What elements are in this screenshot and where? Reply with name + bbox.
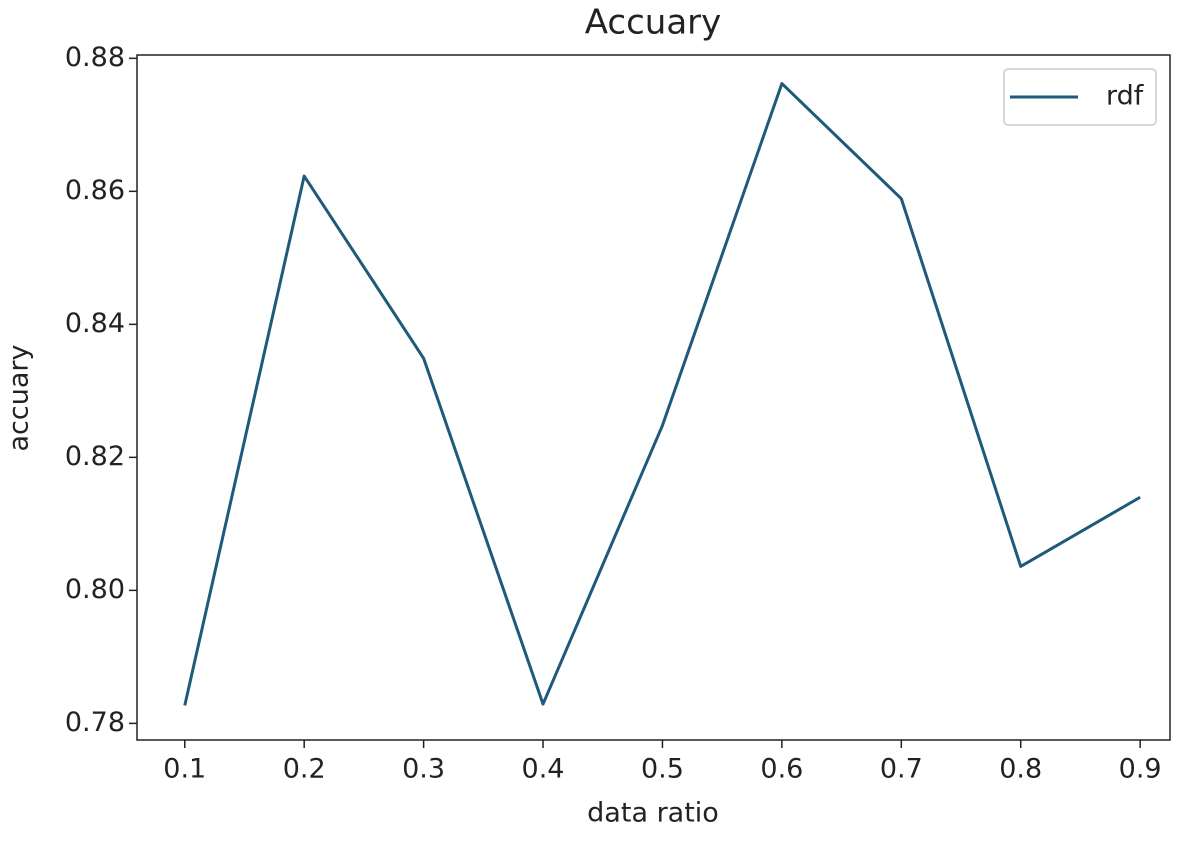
x-tick-label: 0.2 bbox=[283, 754, 326, 785]
legend-label: rdf bbox=[1106, 81, 1145, 112]
y-tick-label: 0.88 bbox=[65, 42, 125, 73]
data-line bbox=[183, 82, 1141, 706]
x-tick-label: 0.3 bbox=[402, 754, 445, 785]
y-tick-label: 0.84 bbox=[65, 308, 125, 339]
x-tick-label: 0.6 bbox=[760, 754, 803, 785]
x-tick-label: 0.5 bbox=[641, 754, 684, 785]
y-axis-label: accuary bbox=[4, 344, 35, 451]
plot-frame bbox=[136, 54, 1171, 741]
x-tick-label: 0.7 bbox=[880, 754, 923, 785]
y-tick-label: 0.80 bbox=[65, 574, 125, 605]
chart-title: Accuary bbox=[585, 3, 722, 43]
x-tick-label: 0.1 bbox=[163, 754, 206, 785]
legend-box bbox=[1003, 68, 1157, 126]
x-tick-label: 0.9 bbox=[1119, 754, 1162, 785]
y-tick-label: 0.78 bbox=[65, 707, 125, 738]
x-tick-label: 0.8 bbox=[999, 754, 1042, 785]
y-tick-label: 0.82 bbox=[65, 441, 125, 472]
y-tick-label: 0.86 bbox=[65, 175, 125, 206]
x-axis-label: data ratio bbox=[587, 798, 719, 829]
x-tick-label: 0.4 bbox=[522, 754, 565, 785]
